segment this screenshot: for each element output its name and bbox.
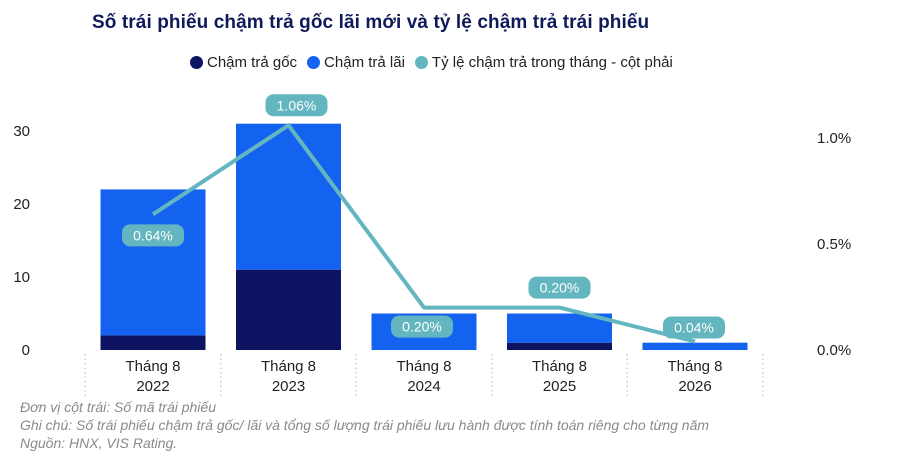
rate-line xyxy=(151,123,696,344)
legend-label-rate: Tỷ lệ chậm trả trong tháng - cột phải xyxy=(431,54,673,71)
rate-data-label: 0.20% xyxy=(540,280,580,296)
y-right-tick-label: 0.5% xyxy=(817,236,851,253)
x-tick-label-month: Tháng 8 xyxy=(667,358,722,375)
x-tick-label-month: Tháng 8 xyxy=(532,358,587,375)
legend: Chậm trả gốc Chậm trả lãi Tỷ lệ chậm trả… xyxy=(190,54,673,71)
note-remark: Ghi chú: Số trái phiếu chậm trả gốc/ lãi… xyxy=(20,417,710,433)
bar-interest xyxy=(642,342,748,350)
rate-data-label: 0.64% xyxy=(133,227,173,243)
bar-interest xyxy=(236,123,341,270)
rate-label-pill xyxy=(663,316,725,339)
legend-item-rate: Tỷ lệ chậm trả trong tháng - cột phải xyxy=(414,54,673,71)
legend-swatch-interest xyxy=(307,56,321,69)
rate-label-pill xyxy=(122,224,184,247)
y-right-tick-label: 0.0% xyxy=(817,342,851,359)
rate-data-label: 0.04% xyxy=(674,320,714,336)
rate-label-pill xyxy=(528,276,591,299)
legend-swatch-principal xyxy=(190,56,203,69)
note-unit: Đơn vị cột trái: Số mã trái phiếu xyxy=(20,399,216,415)
bar-principal xyxy=(100,335,206,350)
x-tick-label-year: 2024 xyxy=(407,378,440,395)
x-tick-label-month: Tháng 8 xyxy=(261,358,316,375)
x-tick-label-year: 2023 xyxy=(272,378,305,395)
y-left-tick-label: 20 xyxy=(13,196,30,213)
rate-data-label: 1.06% xyxy=(277,97,317,113)
note-source: Nguồn: HNX, VIS Rating. xyxy=(20,435,178,451)
bar-principal xyxy=(507,342,612,350)
rate-label-pill xyxy=(265,94,328,117)
x-tick-label-year: 2022 xyxy=(136,378,169,395)
bar-interest xyxy=(100,189,206,336)
rate-data-label: 0.20% xyxy=(402,319,442,335)
bar-principal xyxy=(236,269,341,350)
x-tick-label-month: Tháng 8 xyxy=(396,358,451,375)
x-tick-label-month: Tháng 8 xyxy=(125,358,180,375)
legend-swatch-rate xyxy=(414,56,428,69)
legend-label-principal: Chậm trả gốc xyxy=(207,54,298,71)
footnotes: Đơn vị cột trái: Số mã trái phiếu Ghi ch… xyxy=(20,398,709,452)
x-tick-label-year: 2026 xyxy=(678,378,711,395)
legend-label-interest: Chậm trả lãi xyxy=(324,54,405,71)
x-tick-label-year: 2025 xyxy=(543,378,576,395)
rate-label-pill xyxy=(391,315,453,338)
legend-item-principal: Chậm trả gốc xyxy=(190,54,297,71)
y-left-tick-label: 10 xyxy=(13,269,30,286)
y-left-tick-label: 0 xyxy=(22,342,30,359)
chart-title: Số trái phiếu chậm trả gốc lãi mới và tỷ… xyxy=(92,12,650,33)
legend-item-interest: Chậm trả lãi xyxy=(307,54,405,71)
y-right-tick-label: 1.0% xyxy=(817,130,851,147)
y-left-tick-label: 30 xyxy=(13,123,30,140)
